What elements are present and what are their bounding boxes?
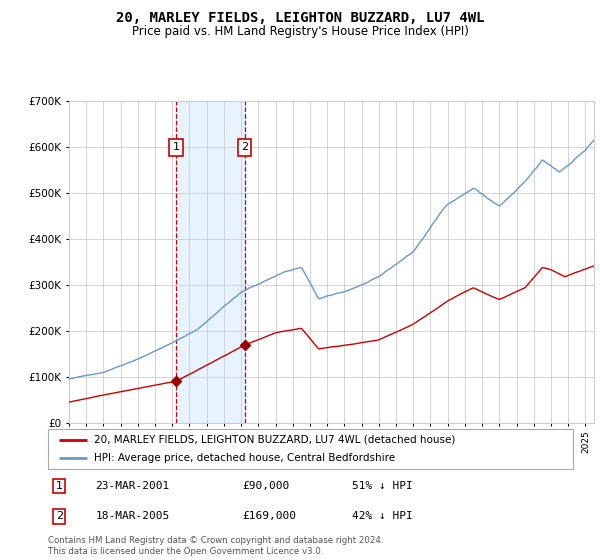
Text: 20, MARLEY FIELDS, LEIGHTON BUZZARD, LU7 4WL: 20, MARLEY FIELDS, LEIGHTON BUZZARD, LU7… xyxy=(116,11,484,25)
Text: 23-MAR-2001: 23-MAR-2001 xyxy=(95,481,170,491)
Text: 42% ↓ HPI: 42% ↓ HPI xyxy=(353,511,413,521)
Text: 18-MAR-2005: 18-MAR-2005 xyxy=(95,511,170,521)
Text: Contains HM Land Registry data © Crown copyright and database right 2024.
This d: Contains HM Land Registry data © Crown c… xyxy=(48,536,383,556)
Text: 1: 1 xyxy=(173,142,179,152)
Text: 20, MARLEY FIELDS, LEIGHTON BUZZARD, LU7 4WL (detached house): 20, MARLEY FIELDS, LEIGHTON BUZZARD, LU7… xyxy=(94,435,455,445)
Bar xyxy=(176,101,245,423)
Text: HPI: Average price, detached house, Central Bedfordshire: HPI: Average price, detached house, Cent… xyxy=(94,454,395,463)
Text: 1: 1 xyxy=(56,481,63,491)
Text: £90,000: £90,000 xyxy=(242,481,290,491)
Text: £169,000: £169,000 xyxy=(242,511,296,521)
Text: 51% ↓ HPI: 51% ↓ HPI xyxy=(353,481,413,491)
Text: 2: 2 xyxy=(56,511,63,521)
Text: 2: 2 xyxy=(241,142,248,152)
Text: Price paid vs. HM Land Registry's House Price Index (HPI): Price paid vs. HM Land Registry's House … xyxy=(131,25,469,38)
FancyBboxPatch shape xyxy=(48,429,573,469)
